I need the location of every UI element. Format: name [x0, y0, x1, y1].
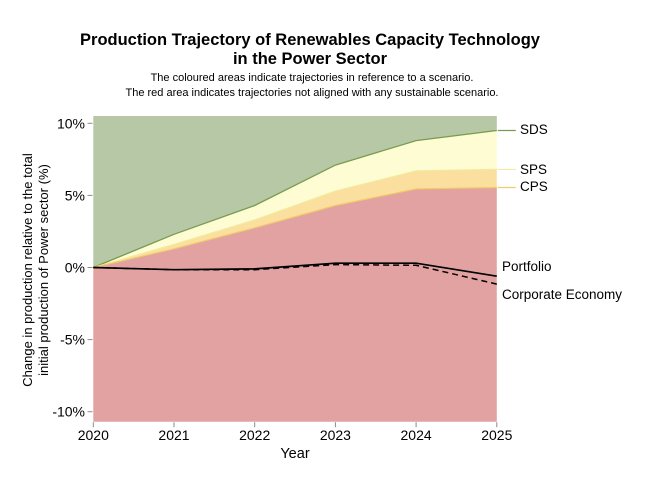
sps-area [93, 130, 497, 268]
unaligned-area [93, 187, 497, 422]
x-tick-label: 2022 [239, 427, 270, 443]
corporate-economy-line [93, 263, 497, 285]
sps-line [93, 168, 497, 269]
chart-subtitle-line-1: The coloured areas indicate trajectories… [150, 72, 474, 84]
series-label-sds: SDS [520, 122, 548, 137]
chart-subtitle: The coloured areas indicate trajectories… [0, 71, 624, 101]
x-tick-label: 2020 [78, 427, 109, 443]
series-label-portfolio: Portfolio [502, 259, 552, 274]
x-tick-label: 2024 [401, 427, 432, 443]
y-tick-label: -10% [52, 404, 85, 420]
chart-title-line-2: in the Power Sector [232, 50, 388, 68]
x-tick-label: 2021 [158, 427, 189, 443]
y-tick-label: 0% [65, 260, 85, 276]
sds-line [93, 129, 497, 269]
chart-title: Production Trajectory of Renewables Capa… [0, 31, 620, 69]
x-tick-label: 2025 [481, 427, 512, 443]
series-label-sps: SPS [520, 162, 548, 177]
chart-title-line-1: Production Trajectory of Renewables Capa… [80, 31, 540, 49]
chart-subtitle-line-2: The red area indicates trajectories not … [125, 87, 499, 99]
y-tick-label: 10% [57, 115, 85, 131]
sds-area [93, 116, 497, 268]
cps-line [93, 186, 497, 269]
y-tick-label: -5% [60, 332, 85, 348]
series-label-cps: CPS [520, 179, 548, 194]
x-axis-title: Year [280, 446, 310, 462]
portfolio-line [93, 262, 497, 278]
series-label-corporate-economy: Corporate Economy [502, 287, 623, 302]
y-tick-label: 5% [65, 187, 85, 203]
x-tick-label: 2023 [320, 427, 351, 443]
